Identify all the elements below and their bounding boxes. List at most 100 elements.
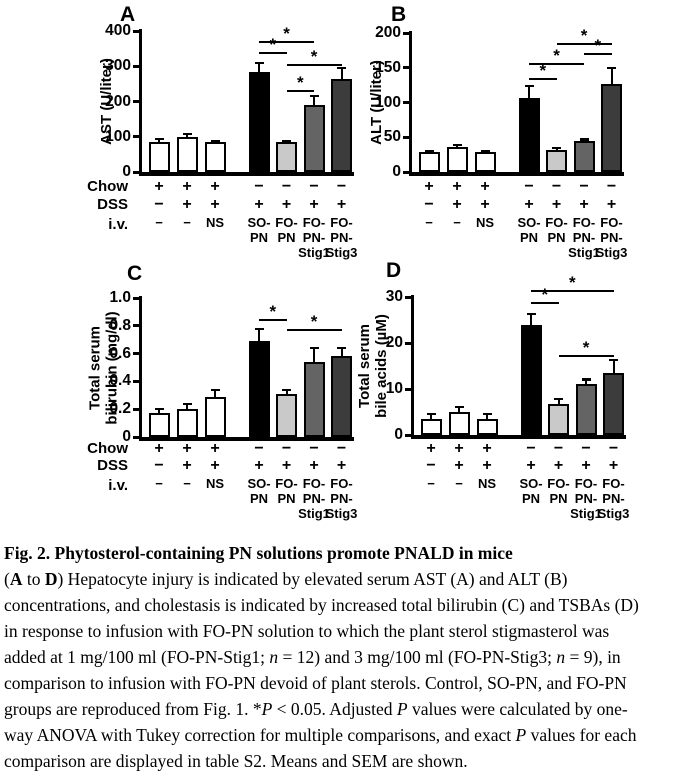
iv-group-label: FO- PN- Stig1 — [298, 215, 330, 260]
error-bar-cap — [254, 61, 264, 64]
panel-letter: A — [120, 3, 136, 26]
error-bar-line — [158, 408, 160, 414]
y-axis-tick — [133, 170, 139, 174]
chow-symbol: + — [424, 178, 434, 195]
y-axis-title: Total serum bile acids (µM) — [356, 314, 390, 418]
y-axis-tick-label: 100 — [105, 127, 131, 145]
chow-symbol: − — [579, 178, 589, 195]
significance-bracket — [558, 355, 614, 358]
bar — [474, 151, 496, 172]
error-bar-cap — [524, 84, 534, 87]
bar — [248, 341, 270, 437]
dss-symbol: + — [309, 196, 319, 213]
error-bar-line — [313, 348, 315, 362]
y-axis-line — [139, 296, 142, 441]
significance-star: * — [269, 301, 277, 321]
iv-group-label: NS — [205, 215, 225, 230]
caption-text-run: = 12) and 3 mg/100 ml (FO-PN-Stig3; — [278, 647, 557, 667]
iv-group-label: FO- PN- Stig3 — [325, 215, 358, 260]
caption-text-run: values were calculated by one- — [407, 699, 628, 719]
iv-group-label: SO- PN — [519, 476, 543, 506]
bar — [573, 140, 595, 172]
iv-group-label: − — [183, 215, 191, 230]
caption-text-run: to — [22, 569, 45, 589]
y-axis-tick — [403, 170, 409, 174]
y-axis-tick — [405, 341, 411, 345]
error-bar-cap — [337, 347, 346, 350]
row-label-dss: DSS — [97, 196, 128, 213]
error-bar-line — [340, 348, 343, 357]
y-axis-tick — [403, 66, 409, 70]
y-axis-tick — [133, 64, 139, 68]
error-bar-line — [258, 328, 260, 342]
iv-group-label: NS — [477, 476, 497, 491]
caption-title: Fig. 2. Phytosterol-containing PN soluti… — [4, 543, 513, 563]
caption-text-run: values for each — [526, 725, 637, 745]
dss-symbol: + — [452, 196, 462, 213]
y-axis-tick — [133, 379, 139, 383]
error-bar-cap — [552, 147, 561, 150]
dss-symbol: + — [524, 196, 534, 213]
y-axis-tick — [403, 31, 409, 35]
error-bar-cap — [154, 138, 164, 141]
significance-star: * — [296, 73, 304, 93]
dss-symbol: − — [154, 457, 164, 474]
chow-symbol: + — [182, 440, 192, 457]
error-bar-line — [610, 67, 613, 85]
iv-group-label: FO- PN- Stig3 — [597, 476, 630, 521]
x-axis-line — [139, 172, 354, 176]
caption-text-run: < 0.05. Adjusted — [272, 699, 397, 719]
y-axis-tick-label: 50 — [383, 128, 401, 146]
significance-star: * — [310, 311, 318, 331]
y-axis-tick-label: 10 — [385, 380, 403, 397]
y-axis-tick-label: 150 — [375, 58, 401, 76]
chow-symbol: − — [524, 178, 534, 195]
bar — [276, 393, 297, 437]
error-bar-line — [186, 403, 188, 410]
y-axis-tick-label: 0.2 — [109, 400, 131, 418]
dss-symbol: + — [254, 457, 264, 474]
dss-symbol: + — [336, 196, 347, 213]
caption-text-run: added at 1 mg/100 ml (FO-PN-Stig1; — [4, 647, 270, 667]
error-bar-line — [585, 379, 587, 385]
bar — [204, 142, 226, 172]
significance-star: * — [594, 36, 602, 56]
iv-group-label: − — [183, 476, 191, 491]
error-bar-cap — [609, 359, 618, 362]
chow-symbol: − — [336, 178, 347, 195]
y-axis-tick-label: 0 — [122, 163, 131, 180]
significance-bracket — [259, 40, 314, 43]
y-axis-tick — [133, 100, 139, 103]
dss-symbol: + — [182, 457, 192, 474]
caption-line: in response to infusion with FO-PN solut… — [4, 618, 698, 644]
bar — [548, 404, 569, 435]
iv-group-label: NS — [475, 215, 495, 230]
x-axis-line — [139, 437, 354, 441]
caption-line: added at 1 mg/100 ml (FO-PN-Stig1; n = 1… — [4, 644, 698, 670]
y-axis-tick — [133, 324, 139, 328]
error-bar-cap — [581, 378, 591, 381]
error-bar-line — [430, 414, 432, 419]
error-bar-cap — [309, 95, 319, 98]
y-axis-tick-label: 0.8 — [109, 316, 131, 334]
caption-line: comparison are displayed in table S2. Me… — [4, 748, 698, 774]
significance-bracket — [529, 62, 584, 65]
chow-symbol: − — [553, 440, 564, 457]
dss-symbol: + — [210, 196, 220, 213]
dss-symbol: + — [482, 457, 492, 474]
dss-symbol: − — [424, 196, 434, 213]
row-label-chow: Chow — [87, 440, 128, 457]
chow-symbol: + — [182, 178, 192, 195]
y-axis-line — [139, 29, 142, 176]
significance-star: * — [539, 61, 547, 81]
caption-text-run: comparison are displayed in table S2. Me… — [4, 751, 468, 771]
dss-symbol: + — [608, 457, 619, 474]
significance-star: * — [553, 45, 560, 65]
significance-star: * — [580, 26, 588, 46]
error-bar-cap — [424, 149, 434, 152]
error-bar-cap — [210, 139, 220, 142]
error-bar-cap — [607, 66, 616, 69]
error-bar-cap — [282, 139, 291, 142]
y-axis-tick-label: 300 — [105, 57, 131, 75]
